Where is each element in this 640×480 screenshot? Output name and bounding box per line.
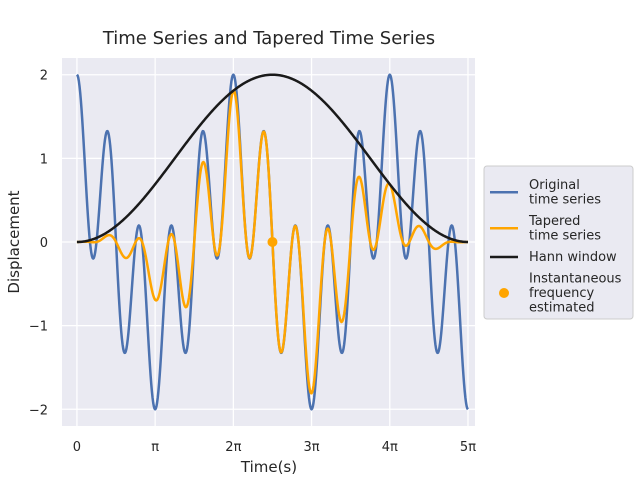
x-tick-label: π [151,440,159,455]
legend-label: Hann window [529,250,617,265]
y-axis-ticks: −2 −1 0 1 2 [29,69,48,419]
series-line-2 [76,73,469,244]
legend-label: Instantaneous frequency estimated [529,272,622,316]
legend-box [483,165,634,320]
y-axis-label: Displacement [5,190,23,293]
y-tick-label: −1 [29,320,48,335]
x-axis-ticks: 0 π 2π 3π 4π 5π [73,440,476,455]
legend-label: Tapered time series [528,214,601,244]
legend-marker-swatch [499,288,509,298]
y-tick-label: 2 [40,69,48,84]
x-tick-label: 0 [73,440,81,455]
y-tick-label: 1 [40,152,48,167]
instantaneous-frequency-marker [267,237,278,247]
x-tick-label: 5π [460,440,476,455]
legend: Original time series Tapered time series Han… [483,165,634,320]
chart-title: Time Series and Tapered Time Series [102,28,435,49]
legend-label: Original time series [529,178,601,208]
y-tick-label: −2 [29,403,48,418]
markers [267,237,278,247]
x-tick-label: 3π [304,440,320,455]
y-tick-label: 0 [40,236,48,251]
x-tick-label: 2π [225,440,241,455]
x-axis-label: Time(s) [240,458,297,476]
x-tick-label: 4π [382,440,398,455]
